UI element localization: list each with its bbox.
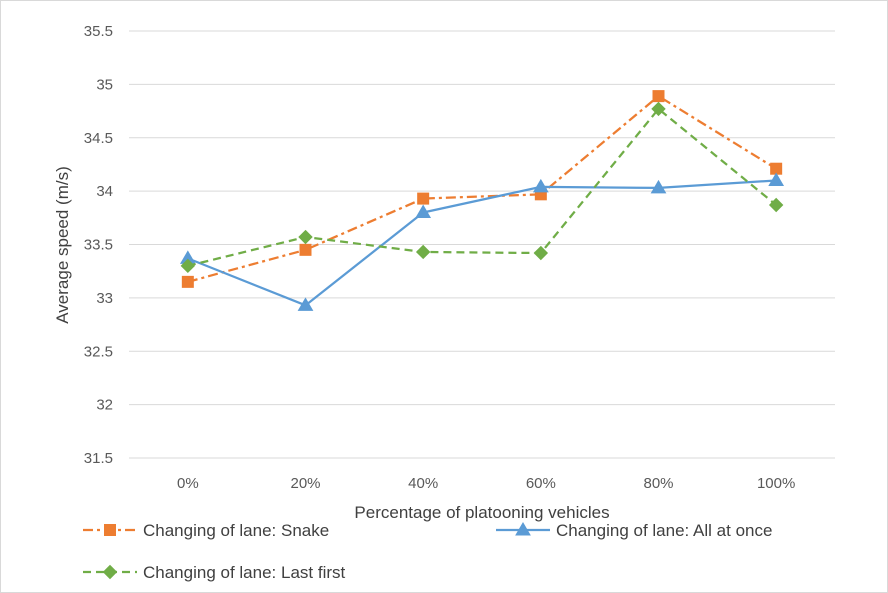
y-tick-label: 35.5	[84, 23, 113, 40]
y-axis-ticks: 31.5 32 32.5 33 33.5 34 34.5 35 35.5	[84, 23, 113, 467]
x-axis-ticks: 0% 20% 40% 60% 80% 100%	[177, 475, 795, 492]
y-tick-label: 34	[96, 183, 113, 200]
series-line	[187, 94, 777, 283]
y-tick-label: 35	[96, 76, 113, 93]
x-tick-label: 40%	[408, 475, 438, 492]
x-tick-label: 80%	[643, 475, 673, 492]
data-point	[533, 245, 549, 261]
data-point	[768, 197, 784, 213]
series-line	[187, 107, 777, 267]
data-point	[299, 243, 312, 256]
series-1	[181, 90, 783, 288]
y-tick-label: 33.5	[84, 237, 113, 254]
legend-item: Changing of lane: All at once	[496, 521, 772, 540]
legend-label: Changing of lane: All at once	[556, 521, 772, 540]
data-point	[532, 178, 549, 193]
series-2	[179, 172, 785, 311]
legend-label: Changing of lane: Snake	[143, 521, 329, 540]
data-point	[415, 204, 432, 218]
y-tick-label: 33	[96, 290, 113, 307]
x-tick-label: 20%	[290, 475, 320, 492]
data-point	[181, 275, 194, 288]
y-axis-title: Average speed (m/s)	[53, 166, 72, 323]
legend-marker	[104, 524, 116, 536]
x-tick-label: 60%	[526, 475, 556, 492]
data-point	[652, 90, 665, 103]
legend-label: Changing of lane: Last first	[143, 563, 346, 582]
series-layer	[179, 90, 785, 311]
data-point	[298, 229, 313, 245]
y-tick-label: 32.5	[84, 343, 113, 360]
data-point	[417, 192, 430, 205]
y-tick-label: 32	[96, 397, 113, 414]
data-point	[651, 101, 666, 117]
series-3	[180, 101, 784, 274]
gridlines	[129, 30, 835, 459]
data-point	[415, 244, 431, 260]
legend-item: Changing of lane: Last first	[83, 563, 346, 582]
legend: Changing of lane: Snake Changing of lane:…	[83, 521, 772, 582]
x-tick-label: 100%	[757, 475, 795, 492]
legend-item: Changing of lane: Snake	[83, 521, 329, 540]
y-tick-label: 34.5	[84, 130, 113, 147]
data-point	[650, 179, 667, 194]
series-line	[187, 179, 777, 307]
data-point	[297, 297, 314, 311]
data-point	[768, 172, 785, 186]
x-tick-label: 0%	[177, 475, 199, 492]
x-axis-title: Percentage of platooning vehicles	[354, 503, 609, 522]
y-tick-label: 31.5	[84, 450, 113, 467]
data-point	[180, 258, 196, 274]
legend-marker	[102, 564, 118, 580]
legend-marker	[515, 522, 531, 536]
